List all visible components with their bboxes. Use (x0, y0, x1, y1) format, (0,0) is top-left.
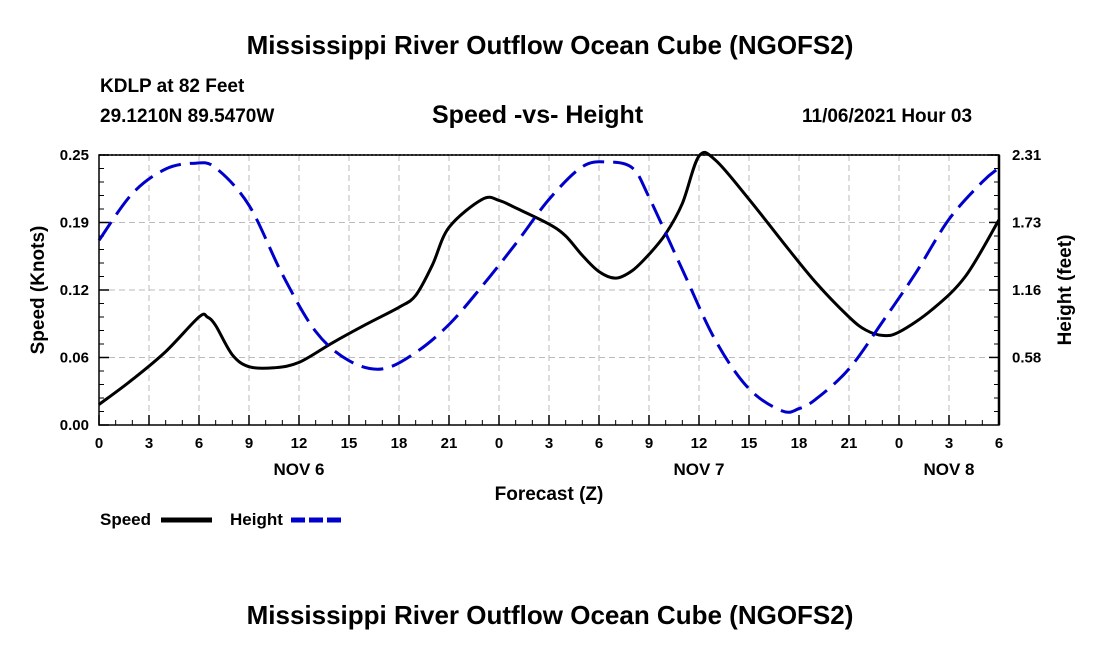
x-tick-label: 12 (691, 435, 708, 452)
day-label: NOV 6 (273, 460, 324, 479)
x-tick-label: 18 (791, 435, 808, 452)
x-axis-label: Forecast (Z) (495, 484, 604, 505)
footer-title: Mississippi River Outflow Ocean Cube (NG… (246, 600, 854, 630)
coordinates-label: 29.1210N 89.5470W (100, 106, 275, 127)
legend-speed-label: Speed (100, 510, 151, 529)
x-tick-label: 15 (341, 435, 358, 452)
x-tick-label: 0 (95, 435, 103, 452)
chart-subtitle: Speed -vs- Height (432, 101, 644, 129)
x-tick-label: 21 (841, 435, 858, 452)
axis-labels: Forecast (Z) Speed (Knots) Height (feet) (28, 226, 1076, 505)
y2-tick-label: 1.73 (1012, 214, 1041, 231)
grid-lines (99, 154, 999, 425)
y2-axis-label: Height (feet) (1055, 235, 1076, 346)
x-tick-label: 15 (741, 435, 758, 452)
x-tick-label: 12 (291, 435, 308, 452)
x-tick-label: 3 (145, 435, 153, 452)
x-tick-label: 0 (495, 435, 503, 452)
x-tick-label: 0 (895, 435, 903, 452)
station-label: KDLP at 82 Feet (100, 76, 245, 97)
legend-height-label: Height (230, 510, 283, 529)
x-tick-label: 9 (645, 435, 653, 452)
y2-tick-label: 2.31 (1012, 147, 1041, 164)
x-tick-label: 6 (195, 435, 203, 452)
x-tick-label: 9 (245, 435, 253, 452)
legend: Speed Height (100, 510, 342, 529)
x-tick-label: 18 (391, 435, 408, 452)
y-tick-label: 0.00 (60, 417, 89, 434)
day-label: NOV 7 (673, 460, 724, 479)
y-tick-label: 0.19 (60, 215, 89, 232)
chart-title: Mississippi River Outflow Ocean Cube (NG… (246, 30, 854, 60)
x-tick-label: 6 (995, 435, 1003, 452)
x-tick-label: 6 (595, 435, 603, 452)
speed-series-line (98, 150, 1001, 406)
forecast-datetime: 11/06/2021 Hour 03 (802, 106, 973, 127)
x-tick-label: 21 (441, 435, 458, 452)
y-tick-label: 0.25 (60, 147, 89, 164)
series-group (97, 150, 1001, 414)
day-label: NOV 8 (923, 460, 974, 479)
height-series-line (97, 160, 1000, 414)
y2-tick-label: 0.58 (1012, 349, 1041, 366)
y-tick-label: 0.12 (60, 282, 89, 299)
y-tick-label: 0.06 (60, 350, 89, 367)
x-tick-label: 3 (945, 435, 953, 452)
tick-labels: 0 3 6 9 12 15 18 21 0 3 6 9 12 15 18 21 0 3 6 NOV 6 NOV 7 NOV… (60, 147, 1041, 479)
y2-tick-label: 1.16 (1012, 282, 1041, 299)
x-tick-label: 3 (545, 435, 553, 452)
y-axis-label: Speed (Knots) (28, 226, 49, 355)
speed-height-chart: Forecast (Z) Speed (Knots) Height (feet)… (28, 147, 1076, 529)
